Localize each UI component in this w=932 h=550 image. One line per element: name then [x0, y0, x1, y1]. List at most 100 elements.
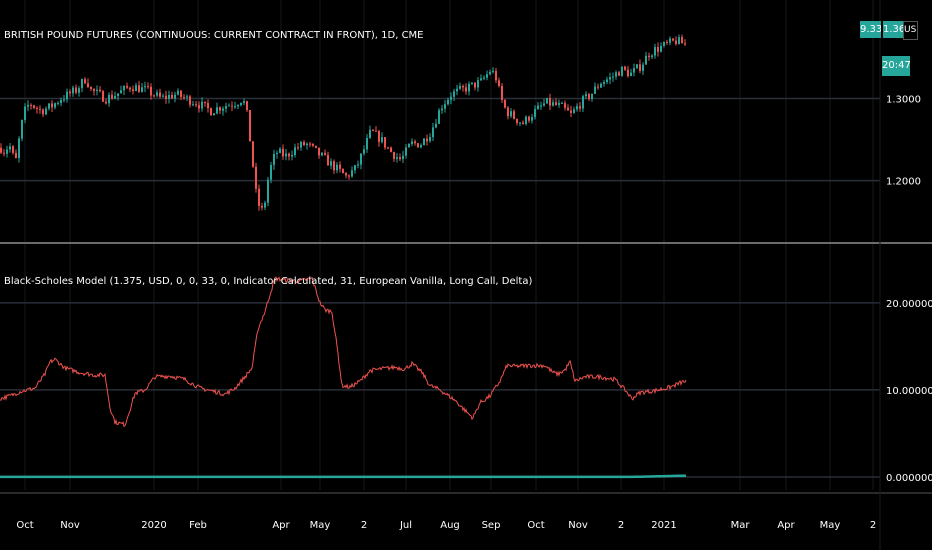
candle-body [393, 152, 395, 159]
candle-body [684, 43, 686, 45]
candle-body [570, 110, 572, 113]
candle-body [9, 146, 11, 150]
candle-body [423, 138, 425, 146]
indicator-tick-label: 0.0000000000 [886, 473, 932, 484]
candle-body [177, 90, 179, 95]
time-axis-label: 2020 [141, 520, 166, 531]
candle-body [90, 86, 92, 89]
candle-body [225, 106, 227, 109]
candle-body [168, 94, 170, 99]
candle-body [471, 82, 473, 84]
candle-body [63, 99, 65, 101]
candle-body [543, 103, 545, 106]
candle-body [678, 37, 680, 45]
time-axis-label: Sep [482, 520, 501, 531]
candle-body [420, 145, 422, 148]
candle-body [39, 108, 41, 110]
candle-body [468, 83, 470, 92]
candle-body [591, 93, 593, 99]
candle-body [324, 152, 326, 155]
candle-body [372, 129, 374, 131]
candle-body [657, 47, 659, 52]
candle-body [105, 101, 107, 104]
candle-body [132, 89, 134, 92]
candle-body [597, 86, 599, 88]
candle-body [504, 99, 506, 108]
currency-label[interactable]: USD [903, 21, 918, 40]
candle-body [528, 116, 530, 121]
candle-body [585, 94, 587, 97]
candle-body [309, 143, 311, 145]
candle-body [180, 90, 182, 97]
candle-body [288, 153, 290, 157]
candle-body [72, 87, 74, 94]
candle-body [573, 109, 575, 113]
candle-body [510, 111, 512, 117]
candle-body [276, 152, 278, 154]
candle-body [93, 88, 95, 91]
candle-body [396, 157, 398, 159]
candle-body [465, 87, 467, 92]
candle-body [126, 86, 128, 88]
candle-body [117, 93, 119, 96]
candle-body [120, 90, 122, 94]
candle-body [216, 107, 218, 114]
candle-body [201, 101, 203, 109]
price-scale[interactable]: 1.3000 1.2000 [886, 94, 921, 187]
candle-body [594, 86, 596, 94]
time-axis-label: May [310, 520, 331, 531]
time-axis[interactable]: Oct Nov 2020 Feb Apr May 2 Jul Aug Sep Oct Nov 2 2021… [16, 520, 876, 531]
candle-body [261, 205, 263, 208]
candle-body [546, 97, 548, 104]
candle-body [630, 72, 632, 77]
candle-body [129, 87, 131, 90]
candle-body [6, 149, 8, 154]
candle-body [141, 87, 143, 93]
candle-body [531, 117, 533, 121]
time-axis-label: May [820, 520, 841, 531]
candle-body [252, 141, 254, 167]
candle-body [258, 188, 260, 206]
candle-body [27, 104, 29, 107]
candle-body [486, 74, 488, 78]
candle-body [417, 143, 419, 148]
price-chart-title: BRITISH POUND FUTURES (CONTINUOUS: CURRE… [4, 30, 424, 41]
candle-body [189, 96, 191, 105]
candle-body [270, 164, 272, 180]
time-axis-label: Jul [399, 520, 412, 531]
indicator-scale[interactable]: 20.0000000000 10.0000000000 0.0000000000 [886, 299, 932, 484]
price-candles [0, 34, 686, 211]
zero-baseline-series [0, 474, 687, 479]
candle-body [264, 202, 266, 208]
candle-body [513, 111, 515, 119]
candle-body [144, 86, 146, 88]
candle-body [369, 129, 371, 138]
candle-body [291, 154, 293, 157]
candle-body [69, 91, 71, 94]
candle-body [441, 108, 443, 111]
time-axis-label: Aug [440, 520, 460, 531]
candle-body [240, 102, 242, 106]
candle-body [108, 94, 110, 104]
candle-body [498, 80, 500, 86]
candle-body [666, 41, 668, 43]
candle-body [408, 143, 410, 148]
indicator-tick-label: 20.0000000000 [886, 299, 932, 310]
candle-body [51, 103, 53, 108]
candle-body [78, 88, 80, 93]
candle-body [192, 104, 194, 106]
candle-body [432, 127, 434, 138]
candle-body [255, 166, 257, 189]
candle-body [579, 106, 581, 109]
candle-body [246, 101, 248, 111]
candle-body [243, 101, 245, 103]
candle-body [36, 107, 38, 109]
candle-body [540, 105, 542, 107]
candle-body [354, 165, 356, 171]
candle-body [30, 104, 32, 106]
candle-body [444, 104, 446, 109]
candle-body [384, 137, 386, 148]
candle-body [81, 79, 83, 89]
time-axis-label: 2 [870, 520, 876, 531]
candle-body [477, 80, 479, 88]
